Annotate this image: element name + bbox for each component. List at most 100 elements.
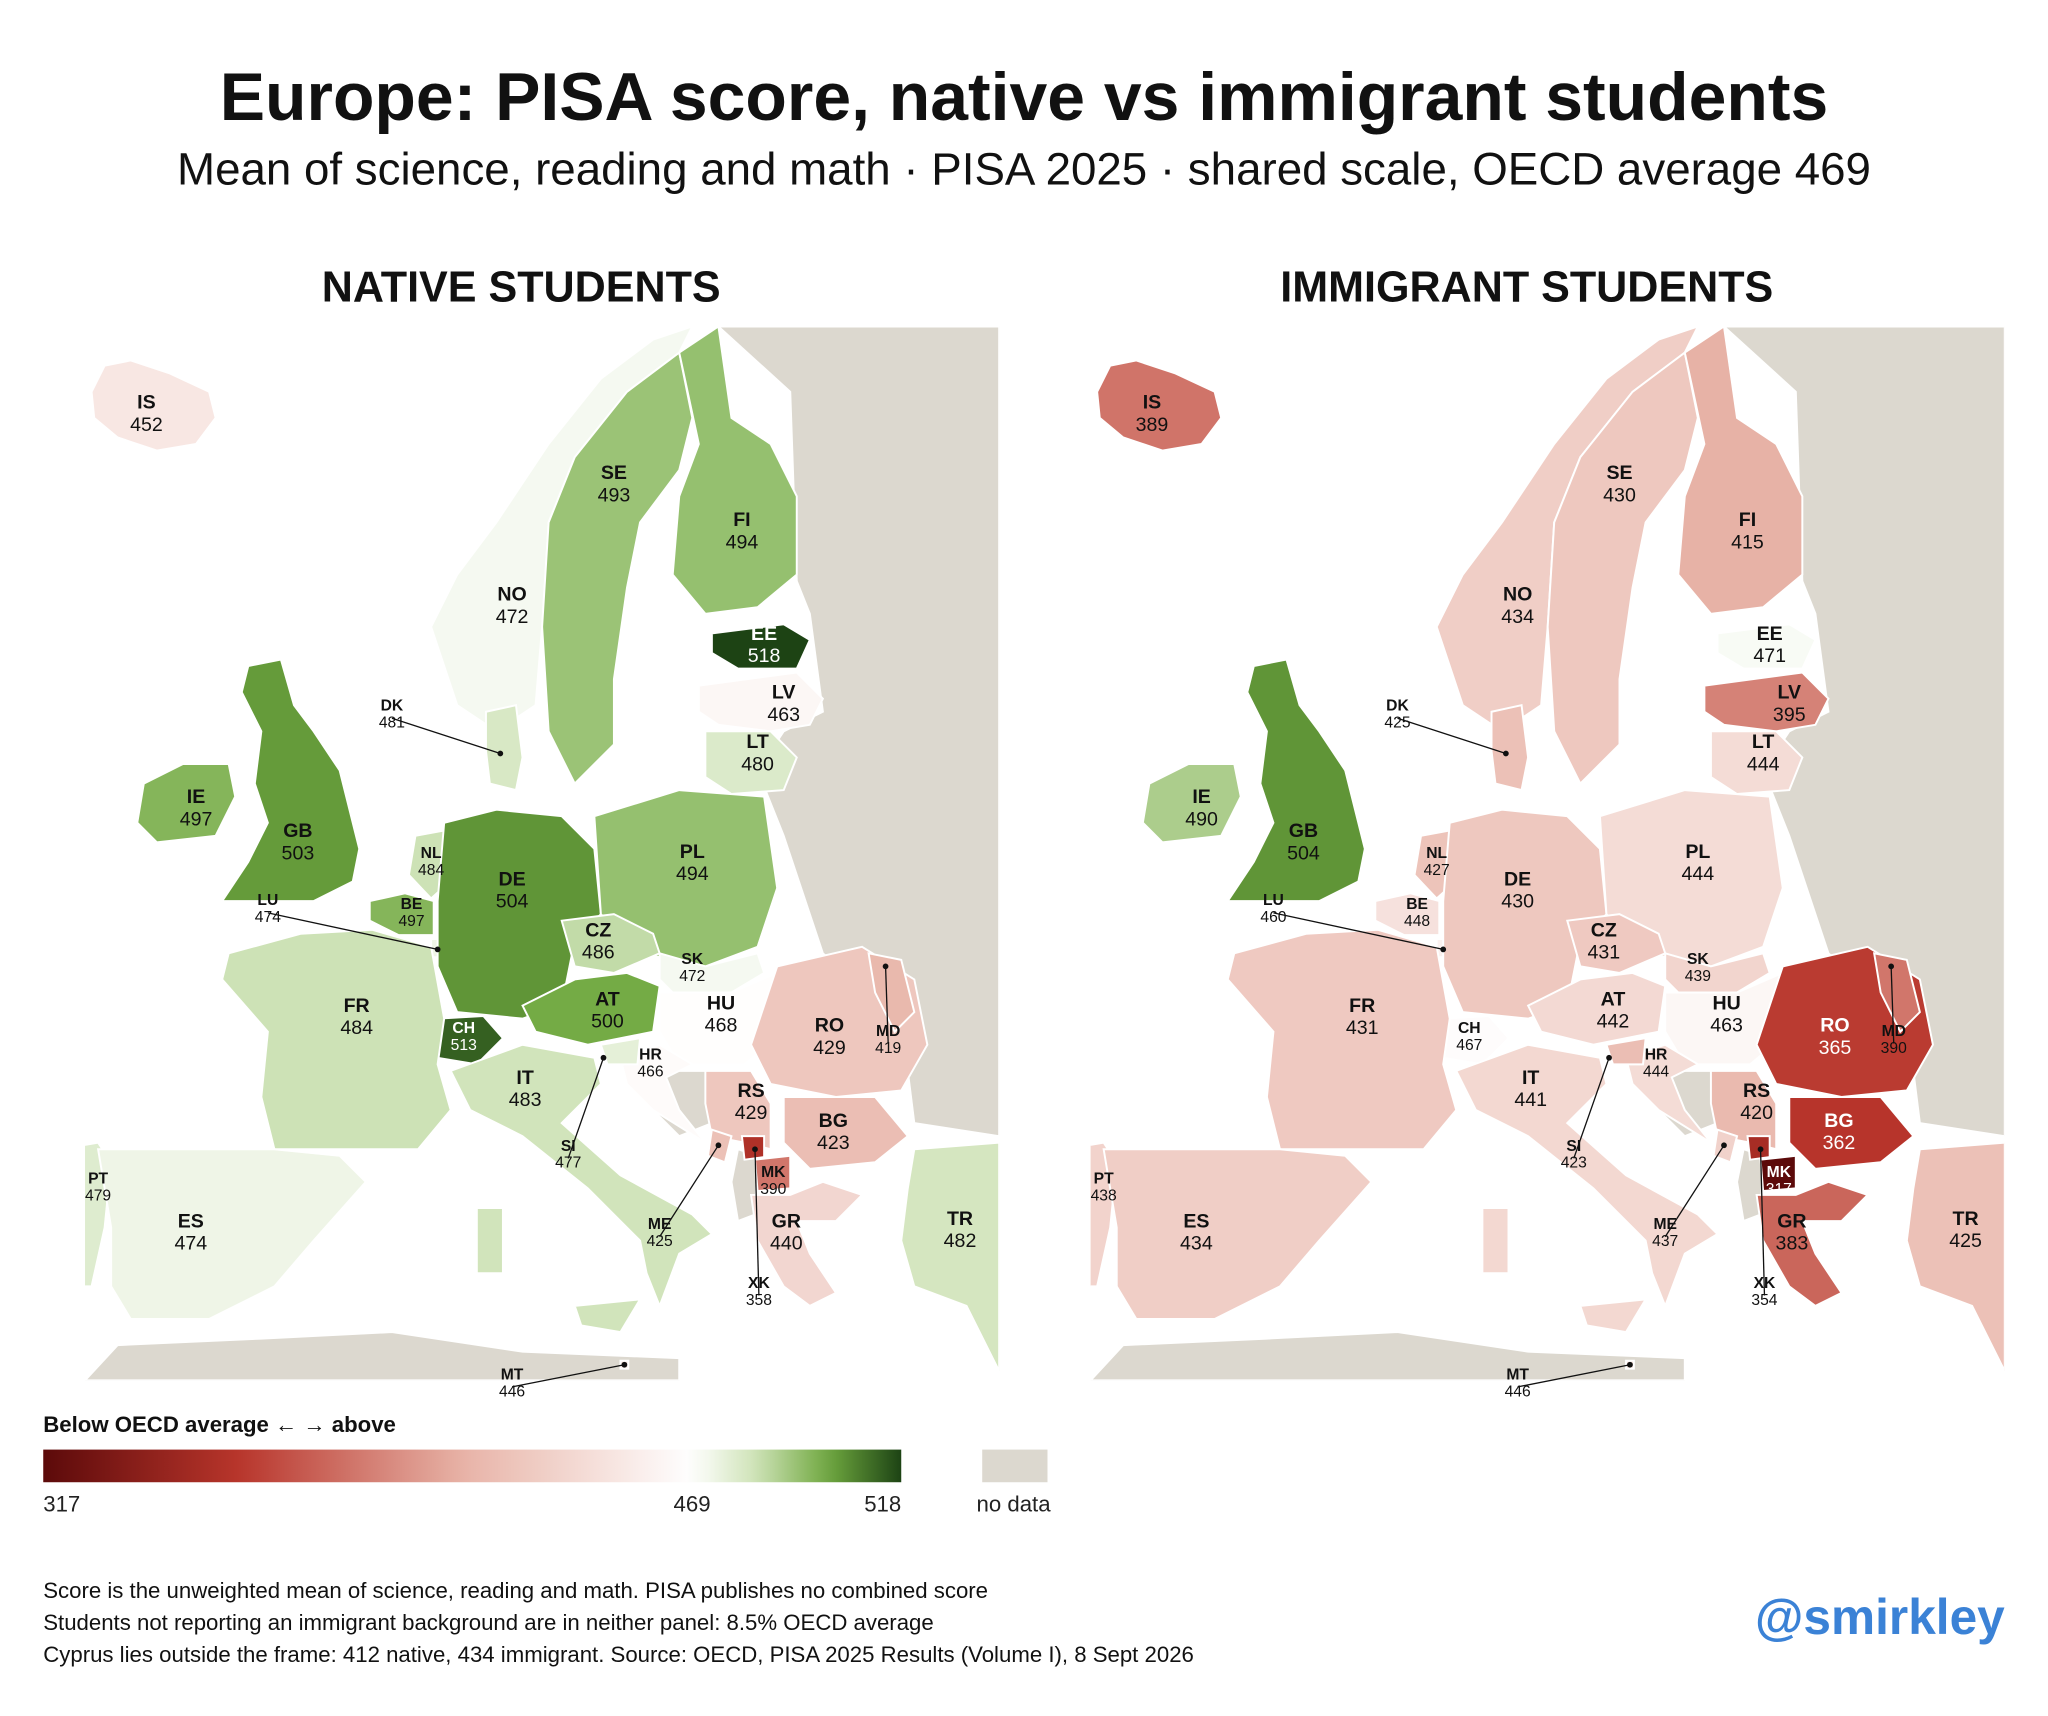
country: [1225, 658, 1366, 903]
country-score: 431: [1587, 942, 1620, 964]
country-code: TR: [1953, 1208, 1979, 1230]
country-score: 518: [748, 645, 781, 667]
country-score: 513: [451, 1037, 477, 1054]
country-score: 483: [509, 1089, 542, 1111]
leader-dot: [497, 750, 504, 757]
country-code: BE: [1406, 896, 1428, 913]
labels: IS389NO434SE430FI415EE471LV395LT444DK425…: [1091, 392, 1982, 1401]
country-code: PT: [1094, 1170, 1114, 1187]
no-data-land: [1722, 326, 2005, 1138]
leader-dot: [1888, 963, 1895, 970]
country: [521, 971, 661, 1046]
country-code: LU: [257, 892, 278, 909]
leader-line: [267, 912, 438, 951]
country: [1374, 892, 1441, 937]
country: [782, 1096, 910, 1170]
country-score: 415: [1731, 531, 1764, 553]
country-code: XK: [748, 1275, 770, 1292]
country-code: MK: [1767, 1164, 1792, 1181]
country-score: 479: [85, 1187, 111, 1204]
leader-line: [391, 717, 501, 755]
country: [1490, 704, 1530, 792]
country-code: SK: [1687, 951, 1709, 968]
notes: Score is the unweighted mean of science,…: [43, 1578, 1194, 1667]
country-code: PL: [1685, 841, 1710, 863]
country-code: LT: [1752, 731, 1775, 753]
country-code: HR: [1645, 1046, 1668, 1063]
panel-title: IMMIGRANT STUDENTS: [1280, 263, 1773, 311]
country-code: MT: [501, 1366, 524, 1383]
country-code: PT: [88, 1170, 108, 1187]
no-data-swatch: [982, 1449, 1048, 1483]
country: [710, 623, 812, 670]
country: [1605, 1037, 1647, 1066]
country-score: 460: [1260, 909, 1286, 926]
leader-dot: [621, 1361, 628, 1368]
country-score: 468: [705, 1015, 738, 1037]
country-score: 497: [398, 913, 424, 930]
country-code: XK: [1754, 1275, 1776, 1292]
leader-line: [1759, 1149, 1766, 1296]
country-code: ES: [178, 1211, 204, 1233]
country-code: BE: [401, 896, 423, 913]
country: [1755, 1180, 1870, 1308]
leader-dot: [1721, 1142, 1727, 1149]
country: [1096, 359, 1223, 452]
country-score: 471: [1753, 645, 1786, 667]
country-score: 482: [944, 1230, 977, 1252]
country-score: 425: [1949, 1230, 1982, 1252]
country-score: 431: [1346, 1017, 1379, 1039]
country-code: HU: [1712, 992, 1740, 1014]
country-code: DE: [498, 868, 525, 890]
country: [96, 1148, 368, 1320]
country-code: FR: [344, 995, 370, 1017]
country-score: 494: [676, 863, 709, 885]
country: [599, 1037, 642, 1066]
legend-tick-label: 317: [43, 1492, 80, 1517]
country-code: EE: [1757, 623, 1783, 645]
legend-tick-label: 469: [674, 1492, 711, 1517]
country: [753, 1154, 792, 1193]
country: [449, 1043, 714, 1309]
country: [368, 892, 435, 937]
country: [1709, 730, 1804, 796]
title: Europe: PISA score, native vs immigrant …: [220, 60, 1828, 135]
country-code: FI: [1739, 509, 1756, 531]
no-data-land: [716, 326, 1000, 1138]
country-score: 446: [1505, 1383, 1531, 1400]
country: [475, 1207, 504, 1275]
country: [541, 350, 694, 786]
country-score: 452: [130, 414, 163, 436]
country-score: 423: [1561, 1155, 1587, 1172]
country-code: NL: [1426, 845, 1447, 862]
country-score: 429: [813, 1037, 846, 1059]
country-code: HR: [639, 1046, 662, 1063]
country-code: MT: [1506, 1366, 1529, 1383]
country-score: 486: [582, 942, 615, 964]
country-score: 480: [741, 753, 774, 775]
country-score: 484: [418, 862, 444, 879]
country: [658, 952, 766, 1001]
country-score: 503: [282, 842, 315, 864]
country: [1226, 928, 1458, 1151]
note: Students not reporting an immigrant back…: [43, 1610, 933, 1635]
country-code: RO: [1820, 1015, 1849, 1037]
country-code: ME: [648, 1216, 671, 1233]
country-code: ES: [1183, 1211, 1209, 1233]
country-score: 439: [1685, 968, 1711, 985]
credit: @smirkley: [1755, 1589, 2005, 1645]
country-code: IE: [187, 786, 206, 808]
country-score: 444: [1682, 863, 1715, 885]
country: [749, 1180, 864, 1308]
country: [1442, 808, 1608, 1020]
legend-tick-label: 518: [864, 1492, 901, 1517]
country-score: 490: [1185, 808, 1218, 830]
country-score: 441: [1514, 1089, 1547, 1111]
leader-dot: [1606, 1054, 1612, 1061]
country-score: 425: [1384, 715, 1410, 732]
leader-line: [659, 1144, 719, 1238]
legend-caption: Below OECD average ← → above: [43, 1412, 396, 1437]
country-code: LU: [1263, 892, 1284, 909]
country: [1141, 762, 1242, 844]
